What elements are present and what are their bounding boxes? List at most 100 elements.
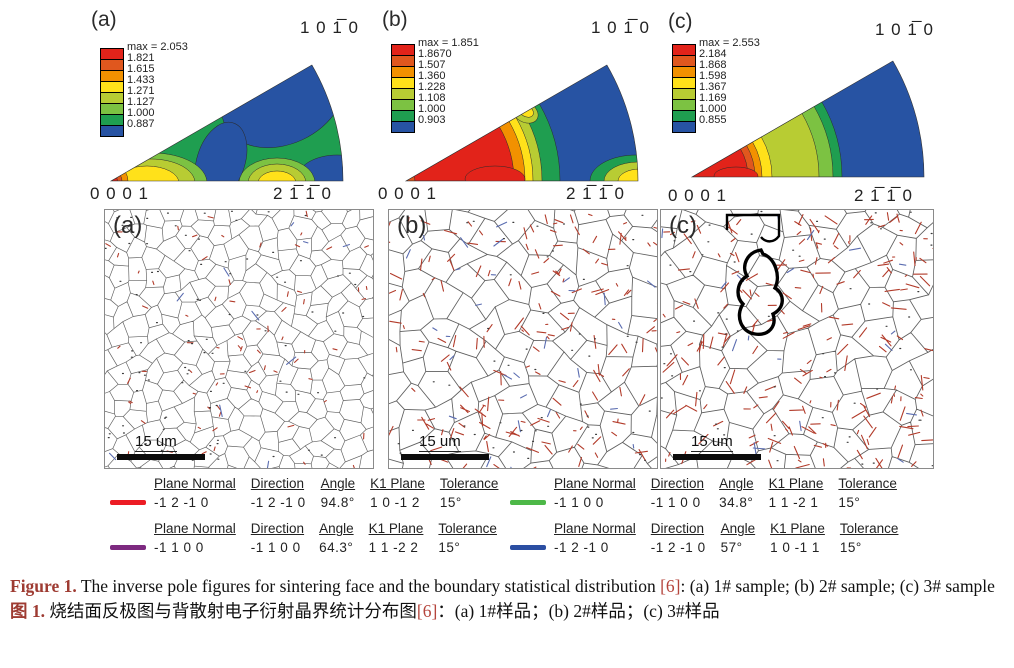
direction-value: -1 2 -1 0 [250, 495, 306, 510]
k1-plane-value: 1 1 -2 1 [768, 495, 819, 510]
plane-normal-value: -1 2 -1 0 [554, 540, 609, 555]
legend-max-label: max = 2.553 [699, 37, 760, 49]
colorbar-block [101, 126, 123, 136]
direction-value: -1 1 0 0 [650, 495, 701, 510]
color-scale-legend-a: max = 2.053 1.821 1.615 1.433 1.271 1.12… [100, 41, 188, 137]
panel-label-b: (b) [382, 8, 408, 31]
legend-tick: 0.855 [699, 114, 727, 126]
legend-tick: 1.108 [418, 92, 446, 104]
boundary-line-swatch-wrap [506, 521, 554, 555]
map-label-a: (a) [113, 212, 143, 239]
ebsd-grain-map-a [105, 210, 373, 468]
tolerance-value: 15° [439, 495, 462, 510]
colorbar-block [101, 60, 123, 71]
caption-en-tail: : (a) 1# sample; (b) 2# sample; (c) 3# s… [680, 576, 995, 596]
caption-en-label: Figure 1. [10, 576, 77, 596]
scale-bar-text: 15 um [135, 433, 177, 452]
legend-tick: 1.000 [418, 103, 446, 115]
pole-figure-panel-c: (c) max = 2.553 2.184 1.868 1.598 1.367 … [650, 6, 938, 208]
legend-ticks: 2.184 1.868 1.598 1.367 1.169 1.000 0.85… [699, 49, 727, 126]
col-header: K1 Plane [370, 476, 425, 491]
hkl-label-2110: 2 1̅ 1̅ 0 [854, 186, 913, 205]
direction-value: -1 2 -1 0 [650, 540, 706, 555]
col-header: Direction [650, 476, 705, 491]
colorbar-block [673, 89, 695, 100]
col-header: Angle [720, 521, 756, 536]
col-header: Angle [320, 476, 356, 491]
col-header: Angle [719, 476, 754, 491]
col-header: Direction [650, 521, 705, 536]
legend-tick: 1.000 [127, 107, 155, 119]
scale-bar-text: 15 um [691, 433, 733, 452]
panel-label-a: (a) [91, 8, 117, 31]
legend-tick: 1.598 [699, 70, 727, 82]
colorbar-block [392, 78, 414, 89]
tolerance-value: 15° [838, 495, 861, 510]
colorbar-block [673, 122, 695, 132]
hkl-label-1010: 1 0 1̅ 0 [875, 20, 934, 39]
scale-bar [117, 454, 205, 460]
col-header: Plane Normal [554, 521, 636, 536]
boundary-table-red: Plane Normal Direction Angle K1 Plane To… [106, 476, 513, 510]
legend-tick: 0.887 [127, 118, 155, 130]
caption-zh-ref: [6] [416, 600, 438, 621]
legend-tick: 1.868 [699, 59, 727, 71]
ebsd-map-panel-c: (c) 15 um [660, 209, 934, 469]
hkl-label-0001: 0 0 0 1 [378, 184, 437, 203]
k1-plane-value: 1 1 -2 2 [368, 540, 419, 555]
legend-tick: 2.184 [699, 48, 727, 60]
colorbar-block [673, 111, 695, 122]
colorbar-block [101, 82, 123, 93]
colorbar-c [672, 44, 696, 133]
purple-boundary-line [110, 545, 146, 550]
boundary-line-swatch-wrap [106, 476, 154, 510]
colorbar-block [673, 78, 695, 89]
caption-en-text: The inverse pole figures for sintering f… [76, 576, 661, 596]
col-header: Angle [319, 521, 354, 536]
legend-tick: 1.271 [127, 85, 155, 97]
ebsd-grain-map-b [389, 210, 657, 468]
colorbar-block [101, 49, 123, 60]
colorbar-block [673, 100, 695, 111]
hkl-label-2110: 2 1̅ 1̅ 0 [273, 184, 332, 203]
color-scale-legend-c: max = 2.553 2.184 1.868 1.598 1.367 1.16… [672, 37, 760, 133]
caption-zh: 图 1. 烧结面反极图与背散射电子衍射晶界统计分布图[6]：(a) 1#样品；(… [10, 599, 1010, 624]
k1-plane-value: 1 0 -1 1 [770, 540, 820, 555]
ebsd-map-panel-a: (a) 15 um [104, 209, 374, 469]
blue-boundary-line [510, 545, 546, 550]
hkl-label-1010: 1 0 1̅ 0 [591, 18, 650, 37]
legend-max-label: max = 1.851 [418, 37, 479, 49]
legend-tick: 0.903 [418, 114, 446, 126]
angle-value: 34.8° [719, 495, 754, 510]
k1-plane-value: 1 0 -1 2 [370, 495, 420, 510]
col-header: Plane Normal [554, 476, 636, 491]
figure-caption: Figure 1. The inverse pole figures for s… [10, 574, 1010, 624]
colorbar-block [673, 67, 695, 78]
color-scale-legend-b: max = 1.851 1.8670 1.507 1.360 1.228 1.1… [391, 37, 479, 133]
boundary-line-swatch-wrap [506, 476, 554, 510]
colorbar-block [673, 45, 695, 56]
caption-zh-text: 烧结面反极图与背散射电子衍射晶界统计分布图 [45, 600, 417, 621]
col-header: Tolerance [438, 521, 497, 536]
boundary-line-swatch-wrap [106, 521, 154, 555]
col-header: Tolerance [838, 476, 897, 491]
col-header: Tolerance [839, 521, 899, 536]
legend-max-label: max = 2.053 [127, 41, 188, 53]
caption-en: Figure 1. The inverse pole figures for s… [10, 574, 1010, 599]
scale-bar [401, 454, 489, 460]
pole-figure-panel-a: (a) max = 2.053 1.821 1.615 1.433 1.271 … [85, 6, 367, 208]
legend-ticks: 1.8670 1.507 1.360 1.228 1.108 1.000 0.9… [418, 49, 452, 126]
legend-tick: 1.507 [418, 59, 446, 71]
col-header: Direction [250, 476, 305, 491]
ipf-wedge-a [109, 64, 344, 182]
colorbar-block [673, 56, 695, 67]
legend-ticks: 1.821 1.615 1.433 1.271 1.127 1.000 0.88… [127, 53, 155, 130]
map-label-c: (c) [669, 212, 697, 239]
colorbar-block [392, 89, 414, 100]
legend-tick: 1.360 [418, 70, 446, 82]
legend-tick: 1.228 [418, 81, 446, 93]
col-header: K1 Plane [368, 521, 424, 536]
legend-tick: 1.127 [127, 96, 155, 108]
col-header: Direction [250, 521, 305, 536]
angle-value: 57° [720, 540, 743, 555]
